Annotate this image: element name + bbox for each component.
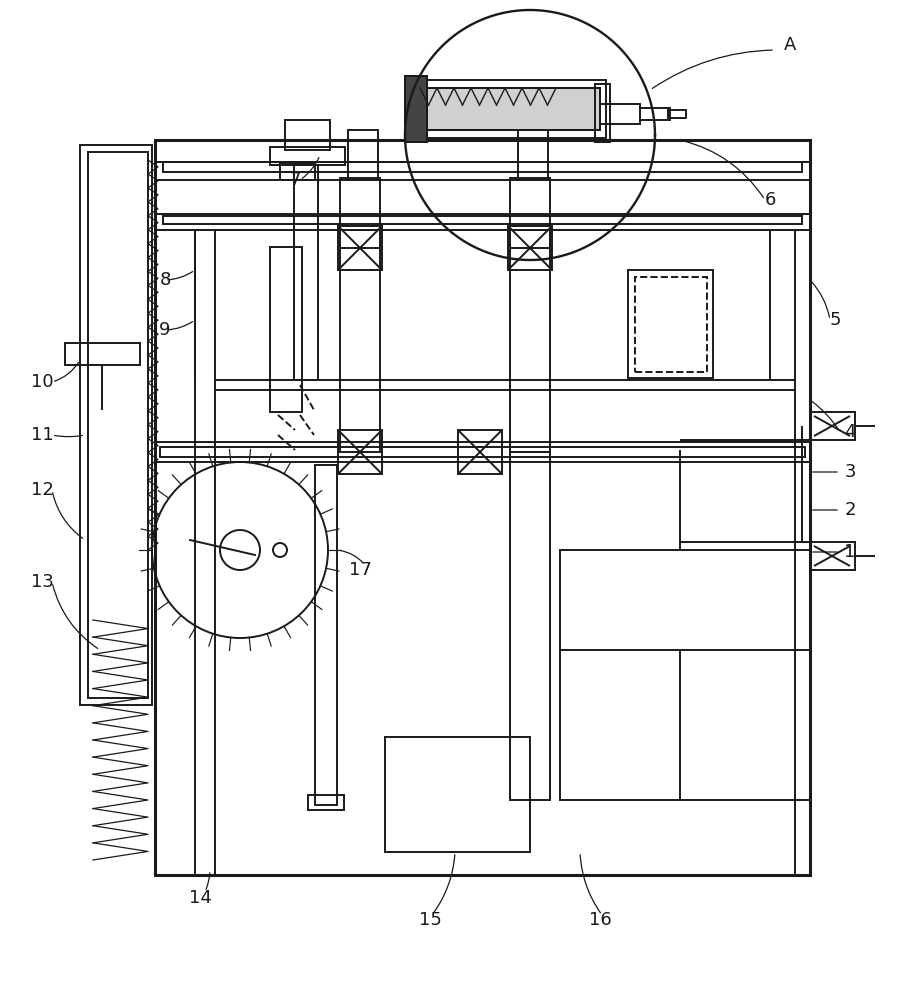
Bar	[80, 145, 152, 705]
Text: 15: 15	[419, 911, 442, 929]
Bar	[635, 277, 707, 372]
Bar	[810, 412, 855, 440]
Text: 4: 4	[845, 423, 856, 441]
Text: 2: 2	[845, 501, 856, 519]
Bar	[600, 104, 640, 124]
Bar	[340, 230, 380, 452]
Bar	[415, 88, 600, 130]
Bar	[88, 152, 148, 698]
Text: 3: 3	[845, 463, 856, 481]
Bar	[518, 130, 548, 180]
Bar	[595, 84, 610, 142]
Bar	[385, 737, 530, 852]
Text: 10: 10	[30, 373, 53, 391]
Bar	[508, 226, 552, 270]
Text: 1: 1	[845, 543, 856, 561]
Text: 12: 12	[30, 481, 53, 499]
Bar	[415, 88, 600, 130]
Text: 14: 14	[188, 889, 211, 907]
Bar	[408, 80, 606, 138]
Bar	[338, 226, 382, 270]
Bar	[285, 120, 330, 150]
Bar	[155, 140, 810, 875]
Bar	[270, 147, 345, 165]
Bar	[640, 108, 670, 120]
Text: 11: 11	[30, 426, 53, 444]
Bar	[348, 130, 378, 180]
Text: 5: 5	[829, 311, 841, 329]
Bar	[163, 216, 802, 224]
Bar	[405, 76, 427, 142]
Bar	[315, 465, 337, 805]
Bar	[338, 430, 382, 474]
Bar	[160, 447, 805, 457]
Bar	[65, 343, 140, 365]
Bar	[405, 76, 427, 142]
Bar	[294, 165, 318, 380]
Bar	[155, 442, 810, 462]
Bar	[308, 795, 344, 810]
Bar	[628, 270, 713, 378]
Bar	[668, 110, 686, 118]
Text: 8: 8	[160, 271, 171, 289]
Bar	[510, 452, 550, 800]
Bar	[155, 214, 810, 230]
Text: A: A	[784, 36, 796, 54]
Bar	[560, 550, 810, 800]
Bar	[810, 542, 855, 570]
Text: 7: 7	[289, 171, 301, 189]
Text: 13: 13	[30, 573, 53, 591]
Bar	[510, 178, 550, 248]
Text: 9: 9	[159, 321, 171, 339]
Text: 6: 6	[765, 191, 776, 209]
Text: 16: 16	[588, 911, 611, 929]
Bar	[510, 230, 550, 452]
Bar	[270, 247, 302, 412]
Bar	[340, 178, 380, 248]
Bar	[163, 162, 802, 172]
Bar	[155, 162, 810, 180]
Text: 17: 17	[349, 561, 372, 579]
Bar	[280, 163, 315, 180]
Bar	[458, 430, 502, 474]
